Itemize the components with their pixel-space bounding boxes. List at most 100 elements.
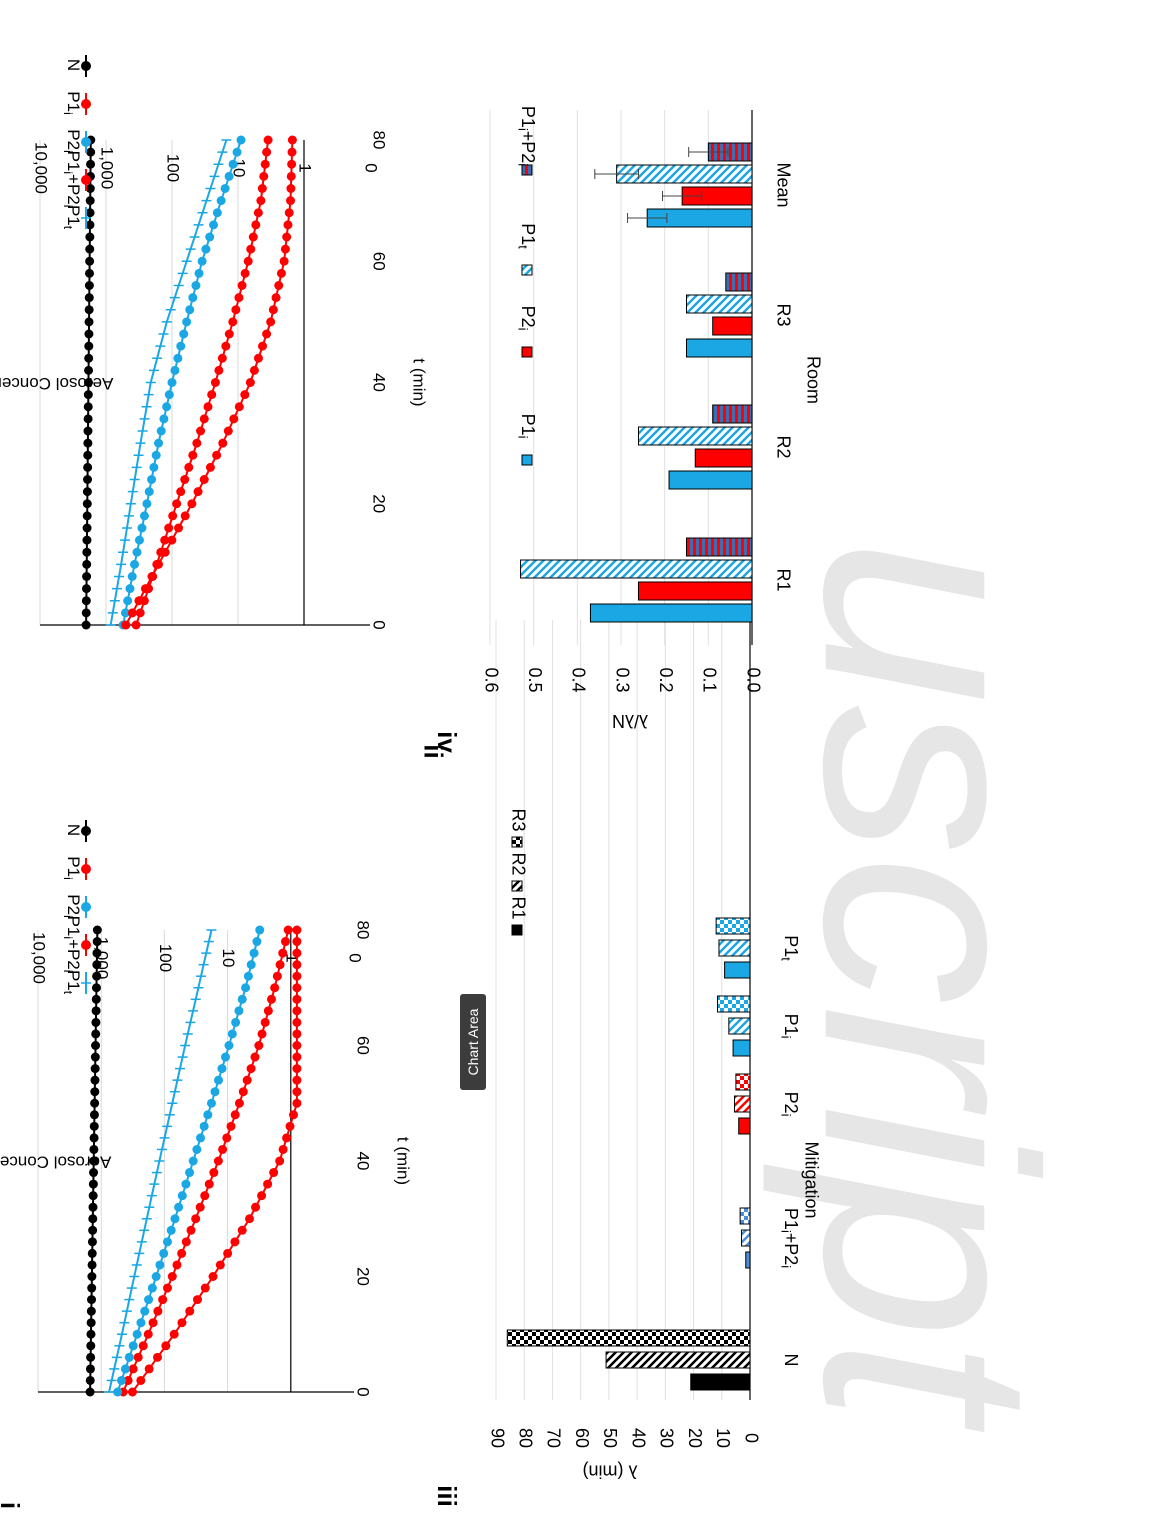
- series-marker: [251, 220, 261, 230]
- series-marker: [210, 1087, 220, 1097]
- series-marker: [191, 1214, 201, 1224]
- bar-NP-R3: [506, 1329, 751, 1347]
- series-marker: [292, 971, 302, 981]
- series-marker: [148, 1318, 158, 1328]
- series-marker: [133, 1352, 143, 1362]
- series-marker: [87, 1248, 97, 1258]
- series-marker: [136, 1375, 146, 1385]
- series-marker: [216, 196, 226, 206]
- series-marker: [82, 523, 92, 533]
- series-marker: [252, 937, 262, 947]
- series-marker: [89, 1110, 99, 1120]
- series-marker: [135, 608, 145, 618]
- series-marker: [220, 1052, 230, 1062]
- series-marker: [213, 1156, 223, 1166]
- y-tick-label: 40: [628, 1428, 648, 1448]
- series-marker: [164, 523, 174, 533]
- series-marker: [186, 1225, 196, 1235]
- series-marker: [151, 450, 161, 460]
- series-marker: [169, 1329, 179, 1339]
- series-marker: [172, 1260, 182, 1270]
- y-tick-label: 0: [362, 163, 381, 172]
- series-marker: [208, 1272, 218, 1281]
- series-marker: [125, 584, 135, 594]
- series-marker: [87, 1283, 97, 1293]
- series-marker: [217, 353, 227, 363]
- bar-R3-P1t: [686, 294, 753, 314]
- legend-label: P2i​: [61, 129, 83, 152]
- series-marker: [187, 499, 197, 509]
- series-marker: [292, 925, 302, 935]
- series-marker: [151, 1272, 161, 1281]
- x-axis-label: t (min): [394, 1137, 413, 1185]
- y-tick-label: 0.2: [656, 667, 676, 692]
- series-marker: [181, 1179, 191, 1189]
- bar-R3-P2i: [712, 316, 753, 336]
- series-marker: [92, 971, 102, 981]
- series-marker: [86, 1352, 96, 1362]
- legend-label: R3: [508, 808, 528, 831]
- series-marker: [283, 925, 293, 935]
- series-marker: [86, 147, 96, 157]
- series-marker: [292, 983, 302, 993]
- bar-P2i-R3: [735, 1073, 751, 1091]
- series-marker: [144, 1364, 154, 1374]
- series-marker: [263, 1179, 273, 1189]
- legend-label: R1: [508, 896, 528, 919]
- legend-swatch: [521, 164, 533, 176]
- series-marker: [222, 1133, 232, 1143]
- bar-P1i-R1: [732, 1039, 751, 1057]
- series-marker: [268, 305, 278, 315]
- legend-label: P1i​+P2i​: [61, 916, 83, 973]
- legend-label: N: [64, 59, 83, 71]
- series-marker: [214, 365, 224, 375]
- x-tick-label: 40: [354, 1152, 373, 1171]
- series-marker: [182, 317, 192, 327]
- x-axis-label: Mitigation: [801, 1141, 821, 1218]
- series-marker: [275, 960, 285, 970]
- series-marker: [123, 1375, 133, 1385]
- series-marker: [167, 378, 177, 387]
- series-marker: [91, 1041, 101, 1050]
- series-marker: [129, 559, 139, 569]
- y-tick-label: 100: [156, 944, 175, 972]
- series-marker: [213, 1075, 223, 1085]
- series-marker: [224, 329, 234, 339]
- legend-marker: [81, 99, 91, 109]
- series-marker: [83, 378, 93, 387]
- series-marker: [127, 1387, 137, 1397]
- y-axis-label: Aerosol Concentration (#/cm³): [0, 374, 113, 393]
- series-marker: [162, 1283, 172, 1293]
- watermark-text: uscript: [760, 538, 1098, 1432]
- series-marker: [255, 925, 265, 935]
- x-tick-label: 80: [370, 131, 389, 150]
- series-marker: [89, 1168, 99, 1178]
- legend-swatch: [511, 924, 523, 936]
- series-marker: [257, 184, 267, 193]
- series-marker: [234, 1098, 244, 1108]
- series-marker: [128, 1341, 138, 1351]
- series-marker: [85, 220, 95, 230]
- series-marker: [85, 1375, 95, 1385]
- series-marker: [140, 1306, 150, 1316]
- bar-NP-R2: [605, 1351, 751, 1369]
- series-marker: [269, 1168, 279, 1178]
- series-marker: [292, 948, 302, 958]
- series-marker: [86, 1329, 96, 1339]
- legend-marker: [81, 940, 91, 950]
- series-marker: [209, 220, 219, 230]
- series-marker: [229, 414, 239, 424]
- series-marker: [177, 1191, 187, 1201]
- series-marker: [91, 1029, 101, 1039]
- series-marker: [287, 147, 297, 157]
- series-marker: [234, 1006, 244, 1016]
- series-marker: [243, 971, 253, 981]
- series-marker: [174, 1202, 184, 1212]
- series-marker: [134, 535, 144, 545]
- legend-marker: [81, 864, 91, 874]
- chart-area-tooltip: Chart Area: [460, 994, 486, 1090]
- bar-P2i-R1: [738, 1117, 751, 1135]
- series-marker: [199, 1121, 209, 1131]
- series-marker: [147, 572, 157, 581]
- y-tick-label: 0: [346, 953, 365, 962]
